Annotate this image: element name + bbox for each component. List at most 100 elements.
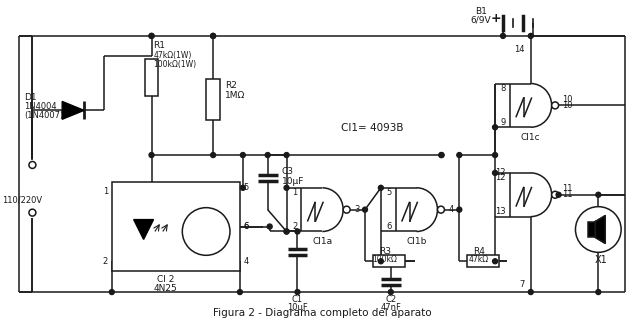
Circle shape — [237, 290, 243, 295]
Circle shape — [493, 259, 497, 264]
Circle shape — [457, 207, 462, 212]
Circle shape — [29, 209, 36, 216]
Text: R2: R2 — [225, 81, 237, 90]
Text: 11: 11 — [563, 190, 573, 199]
Circle shape — [182, 208, 230, 255]
Text: C3: C3 — [282, 168, 294, 177]
Text: 2: 2 — [102, 257, 108, 266]
Text: 1MΩ: 1MΩ — [225, 91, 245, 100]
Text: 10μF: 10μF — [287, 303, 308, 312]
Text: 4: 4 — [449, 205, 454, 214]
Circle shape — [552, 102, 559, 109]
Text: 10: 10 — [563, 95, 573, 104]
Circle shape — [211, 33, 216, 39]
Circle shape — [528, 290, 533, 295]
Text: CI1= 4093B: CI1= 4093B — [340, 123, 403, 133]
Text: R1: R1 — [154, 41, 166, 50]
Circle shape — [388, 290, 394, 295]
Text: CI1a: CI1a — [312, 237, 332, 246]
Circle shape — [575, 207, 621, 252]
Text: 47kΩ(1W): 47kΩ(1W) — [154, 51, 192, 60]
Circle shape — [528, 33, 533, 39]
Text: 1N4004: 1N4004 — [24, 102, 57, 111]
Text: CI 2: CI 2 — [157, 275, 174, 284]
Text: 100kΩ(1W): 100kΩ(1W) — [154, 60, 196, 69]
Text: 9: 9 — [500, 118, 506, 127]
Circle shape — [362, 207, 367, 212]
Text: 11: 11 — [563, 184, 573, 193]
Circle shape — [439, 152, 444, 158]
Text: 3: 3 — [354, 205, 360, 214]
Circle shape — [149, 33, 154, 39]
Text: 13: 13 — [495, 207, 506, 216]
Bar — [145, 59, 159, 97]
Text: 4: 4 — [244, 257, 249, 266]
Text: 100kΩ: 100kΩ — [372, 255, 397, 264]
Polygon shape — [595, 216, 605, 243]
Text: (1N4007): (1N4007) — [24, 111, 64, 120]
Text: B1: B1 — [476, 7, 487, 16]
Text: D1: D1 — [24, 93, 37, 102]
Circle shape — [439, 152, 444, 158]
Polygon shape — [62, 101, 84, 119]
Text: 47nF: 47nF — [380, 303, 401, 312]
Text: X1: X1 — [595, 255, 607, 265]
Text: CI1c: CI1c — [521, 133, 541, 142]
Bar — [206, 79, 220, 120]
Text: 7: 7 — [520, 280, 525, 289]
Circle shape — [295, 229, 300, 234]
Circle shape — [211, 152, 216, 158]
Text: 1: 1 — [292, 188, 298, 197]
Circle shape — [284, 152, 289, 158]
Circle shape — [378, 259, 383, 264]
Text: 6: 6 — [387, 222, 392, 231]
Circle shape — [556, 192, 561, 197]
Text: CI1b: CI1b — [406, 237, 427, 246]
Text: 1: 1 — [102, 187, 108, 196]
Circle shape — [500, 33, 506, 39]
Text: 110/220V: 110/220V — [3, 195, 42, 204]
Circle shape — [457, 152, 462, 158]
Circle shape — [378, 185, 383, 190]
Circle shape — [438, 206, 444, 213]
Text: 6: 6 — [244, 222, 249, 231]
Circle shape — [284, 185, 289, 190]
Circle shape — [596, 192, 601, 197]
Circle shape — [493, 152, 497, 158]
Circle shape — [29, 161, 36, 169]
Text: 5: 5 — [387, 188, 392, 197]
Text: 12: 12 — [495, 173, 506, 182]
Text: C2: C2 — [385, 296, 396, 305]
Circle shape — [211, 33, 216, 39]
Text: 4N25: 4N25 — [154, 283, 177, 292]
Text: Figura 2 - Diagrama completo del aparato: Figura 2 - Diagrama completo del aparato — [213, 308, 431, 318]
Circle shape — [241, 152, 245, 158]
Text: 6: 6 — [244, 222, 249, 231]
Circle shape — [493, 125, 497, 130]
Text: 5: 5 — [244, 183, 249, 192]
Circle shape — [265, 152, 270, 158]
Circle shape — [493, 170, 497, 175]
Circle shape — [343, 206, 350, 213]
Text: 6/9V: 6/9V — [471, 15, 492, 24]
Circle shape — [552, 191, 559, 198]
Circle shape — [596, 290, 601, 295]
Text: R4: R4 — [473, 247, 485, 256]
Bar — [588, 221, 595, 238]
Text: 14: 14 — [515, 45, 525, 54]
Text: R3: R3 — [379, 247, 391, 256]
Text: 12: 12 — [495, 169, 506, 178]
Circle shape — [295, 290, 300, 295]
Circle shape — [149, 33, 154, 39]
Bar — [112, 182, 240, 271]
Circle shape — [241, 185, 245, 190]
Text: 10: 10 — [563, 101, 573, 110]
Text: 2: 2 — [292, 222, 298, 231]
Polygon shape — [134, 220, 154, 239]
Circle shape — [109, 290, 115, 295]
Text: +: + — [491, 12, 501, 24]
Bar — [467, 255, 499, 267]
Circle shape — [284, 229, 289, 234]
Circle shape — [149, 152, 154, 158]
Circle shape — [268, 224, 272, 229]
